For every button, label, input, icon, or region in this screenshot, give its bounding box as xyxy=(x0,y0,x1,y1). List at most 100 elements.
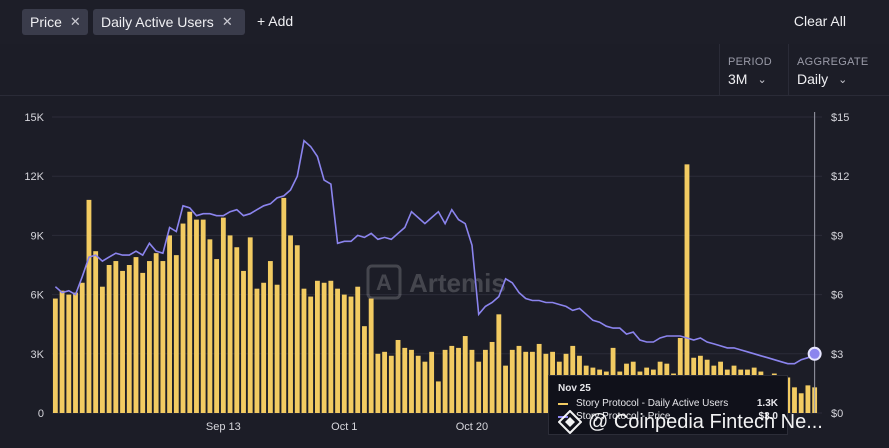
dau-bar xyxy=(462,336,468,413)
dau-bar xyxy=(267,261,273,413)
dau-bar xyxy=(543,353,549,413)
dau-bar xyxy=(308,296,314,413)
dau-bar xyxy=(335,288,340,413)
y-left-tick-label: 3K xyxy=(31,349,45,361)
source-overlay-text: @ Coinpedia Fintech Ne... xyxy=(588,410,823,433)
dau-bar xyxy=(516,345,522,413)
y-left-tick-label: 12K xyxy=(24,171,44,183)
aggregate-selector[interactable]: AGGREGATE Daily ⌄ xyxy=(788,44,889,96)
source-overlay: @ Coinpedia Fintech Ne... xyxy=(558,410,823,434)
dau-bar xyxy=(160,261,166,413)
filter-bar: Price ✕ Daily Active Users ✕ + Add Clear… xyxy=(0,0,889,44)
dau-bar xyxy=(120,270,125,413)
dau-bar xyxy=(294,245,300,413)
dau-bar xyxy=(247,237,253,413)
dau-bar xyxy=(321,282,327,413)
dau-bar xyxy=(798,393,804,413)
series-swatch xyxy=(558,402,568,405)
dau-bar xyxy=(173,255,179,413)
dau-bar xyxy=(207,239,213,413)
dau-bar xyxy=(429,351,435,413)
dau-bar xyxy=(93,251,99,413)
dau-bar xyxy=(281,197,287,413)
dau-bar xyxy=(523,351,529,413)
clear-all-button[interactable]: Clear All xyxy=(793,13,846,29)
tooltip-row-value: 1.3K xyxy=(756,398,778,409)
dau-bar xyxy=(220,217,226,413)
period-selector[interactable]: PERIOD 3M ⌄ xyxy=(719,44,787,96)
dau-bar xyxy=(79,282,85,413)
dau-bar xyxy=(140,272,146,413)
period-label: PERIOD xyxy=(728,56,772,68)
dau-bar xyxy=(254,288,260,413)
dau-bar xyxy=(469,349,475,413)
y-right-tick-label: $0 xyxy=(831,408,843,420)
dau-bar xyxy=(167,235,173,413)
dau-bar xyxy=(99,286,105,413)
x-tick-label: Oct 20 xyxy=(456,421,488,433)
hover-point xyxy=(807,346,822,361)
dau-bar xyxy=(415,355,421,413)
aggregate-label: AGGREGATE xyxy=(797,56,869,68)
dau-bar xyxy=(113,261,119,413)
close-icon[interactable]: ✕ xyxy=(221,14,233,29)
chart-tooltip: Nov 25 Story Protocol - Daily Active Use… xyxy=(548,375,788,435)
filter-chip-price[interactable]: Price ✕ xyxy=(22,9,88,35)
filter-chip-label: Daily Active Users xyxy=(101,14,214,30)
dau-bar xyxy=(382,351,388,413)
chevron-down-icon: ⌄ xyxy=(838,73,848,86)
dau-bar xyxy=(375,353,381,413)
dau-bar xyxy=(348,296,354,413)
dau-bar xyxy=(503,365,508,413)
dau-bar xyxy=(288,235,293,413)
dau-bar xyxy=(214,259,220,413)
y-right-tick-label: $12 xyxy=(831,171,849,183)
dau-bar xyxy=(435,381,441,413)
dau-bar xyxy=(328,280,334,413)
chevron-down-icon: ⌄ xyxy=(757,73,767,86)
add-metric-button[interactable]: + Add xyxy=(257,13,294,29)
dau-bar xyxy=(241,270,246,413)
dau-bar xyxy=(52,298,58,413)
dau-bar xyxy=(684,164,690,413)
close-icon[interactable]: ✕ xyxy=(69,14,81,29)
dau-bar xyxy=(341,294,347,413)
dau-bar xyxy=(496,314,502,413)
series-swatch xyxy=(558,415,568,418)
dau-bar xyxy=(261,282,267,413)
dau-bar xyxy=(314,280,320,413)
x-axis: Sep 13 Oct 1 Oct 20 xyxy=(206,421,488,433)
dau-bar xyxy=(355,286,361,413)
y-left-tick-label: 9K xyxy=(31,230,45,242)
dau-bar xyxy=(59,290,65,413)
diamond-logo-icon xyxy=(558,410,582,434)
tooltip-row-value: $3.0 xyxy=(758,411,778,422)
y-left-tick-label: 6K xyxy=(31,290,45,302)
dau-bar xyxy=(482,349,488,413)
dau-bar xyxy=(805,385,811,413)
price-line xyxy=(54,139,816,365)
dau-bar xyxy=(509,349,515,413)
y-axis-right: $0 $3 $6 $9 $12 $15 xyxy=(831,112,849,420)
dau-bar xyxy=(86,199,92,413)
dau-bar xyxy=(536,343,542,413)
dau-bar xyxy=(422,361,428,413)
dau-bar xyxy=(442,349,448,413)
dau-bar xyxy=(133,257,139,413)
dau-bar xyxy=(126,265,132,413)
dau-bar xyxy=(362,326,367,413)
dau-bar xyxy=(66,294,72,413)
dau-bar xyxy=(180,223,186,413)
y-right-tick-label: $6 xyxy=(831,290,843,302)
dau-bar xyxy=(301,288,307,413)
tooltip-row: Story Protocol - Price $3.0 xyxy=(558,410,778,423)
y-left-tick-label: 15K xyxy=(24,112,44,124)
dau-bar xyxy=(530,351,535,413)
filter-chip-daily-active-users[interactable]: Daily Active Users ✕ xyxy=(93,9,245,35)
watermark-text: Artemis xyxy=(409,268,506,298)
dau-bar xyxy=(147,261,152,413)
dau-bar xyxy=(456,347,461,413)
tooltip-row: Story Protocol - Daily Active Users 1.3K xyxy=(558,397,778,410)
y-right-tick-label: $3 xyxy=(831,349,843,361)
dau-bar xyxy=(194,219,199,413)
